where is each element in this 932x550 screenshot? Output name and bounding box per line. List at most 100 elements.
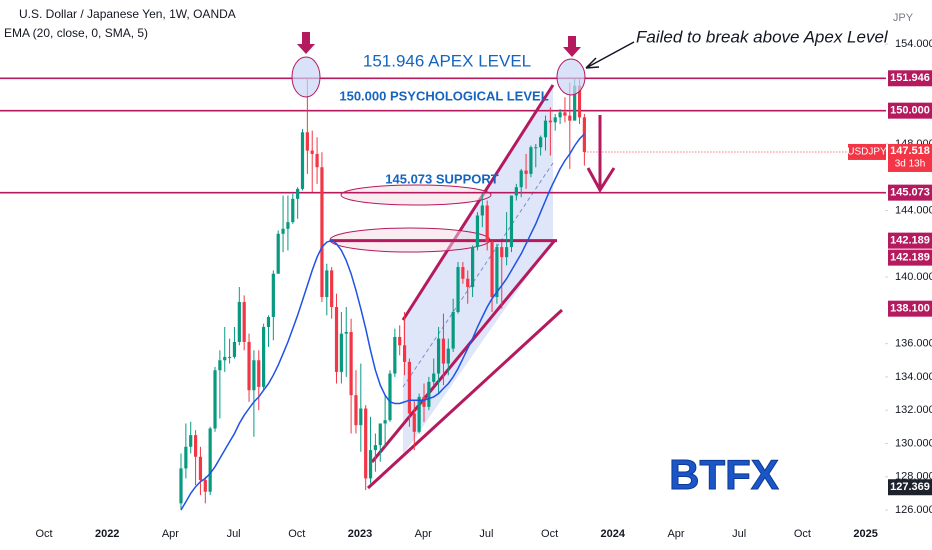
candle-body xyxy=(291,198,295,223)
candle-body xyxy=(266,316,271,327)
candle-body xyxy=(242,302,246,342)
annotation: 145.073 SUPPORT xyxy=(385,171,499,186)
candle-body xyxy=(432,373,436,382)
candle-body xyxy=(296,188,300,199)
candle-body xyxy=(271,273,275,317)
y-tick-label: 134.000 xyxy=(895,371,932,383)
logo: BTFX xyxy=(669,451,779,498)
candle-body xyxy=(247,341,251,391)
candle-body xyxy=(228,356,232,358)
title: U.S. Dollar / Japanese Yen, 1W, OANDA xyxy=(19,7,236,21)
pointer-arrow xyxy=(585,41,635,69)
candle-body xyxy=(524,170,528,174)
candle-body xyxy=(553,117,557,123)
candle-body xyxy=(223,356,227,361)
y-tick-label: 144.000 xyxy=(895,204,932,216)
candle-body xyxy=(179,468,183,504)
symbol-box xyxy=(848,143,886,160)
candle-body xyxy=(451,312,455,349)
candle-body xyxy=(573,85,577,121)
x-tick-label: Jul xyxy=(732,528,746,540)
candle-body xyxy=(276,233,280,274)
candle-body xyxy=(407,361,412,414)
candle-body xyxy=(529,147,533,174)
level-label: 138.100 xyxy=(890,303,930,315)
candle-body xyxy=(441,338,446,364)
level-label-box xyxy=(888,479,932,496)
candle-body xyxy=(198,456,203,481)
candle-body xyxy=(505,247,509,258)
candle-body xyxy=(203,480,207,492)
channel-fill xyxy=(403,85,553,455)
ellipse xyxy=(556,58,586,96)
candle-body xyxy=(490,242,494,298)
candle-body xyxy=(475,215,480,248)
candle-body xyxy=(378,423,382,446)
candle-body xyxy=(237,302,241,342)
x-tick-label: Oct xyxy=(288,528,305,540)
candle-body xyxy=(471,247,475,288)
candle-body xyxy=(480,205,484,216)
candle-body xyxy=(398,336,402,346)
candle-body xyxy=(305,132,309,151)
candle-body xyxy=(213,370,217,429)
candle-body xyxy=(300,132,305,189)
y-tick-label: 136.000 xyxy=(895,338,932,350)
ellipse xyxy=(340,184,492,206)
candle-body xyxy=(218,360,222,371)
annotation: 150.000 PSYCHOLOGICAL LEVEL xyxy=(339,88,548,103)
candle-body xyxy=(534,147,538,149)
candle-body xyxy=(330,270,334,308)
x-tick-label: 2023 xyxy=(348,528,372,540)
candle-body xyxy=(485,205,489,243)
level-label: 150.000 xyxy=(890,105,930,117)
candle-body xyxy=(325,270,329,298)
candle-body xyxy=(461,267,465,279)
y-tick-label: 130.000 xyxy=(895,437,932,449)
candle-body xyxy=(368,450,373,479)
candle-body xyxy=(436,338,441,374)
candle-body xyxy=(422,396,426,407)
candle-body xyxy=(539,137,543,148)
x-tick-label: 2024 xyxy=(601,528,626,540)
candle-body xyxy=(262,326,266,387)
candle-body xyxy=(568,115,572,121)
annotation: Failed to break above Apex Level xyxy=(636,27,889,46)
candle-body xyxy=(500,247,504,258)
ellipse xyxy=(291,56,321,98)
symbol-label: USDJPY xyxy=(847,147,887,158)
y-tick-label: 126.000 xyxy=(895,504,932,516)
level-label-box xyxy=(888,70,932,87)
candle-body xyxy=(563,112,567,116)
level-label: 151.946 xyxy=(890,72,930,84)
x-tick-label: Oct xyxy=(541,528,558,540)
candle-body xyxy=(514,187,518,196)
last-price-box xyxy=(888,143,932,172)
candle-body xyxy=(334,307,339,372)
x-tick-label: Oct xyxy=(794,528,811,540)
x-tick-label: Apr xyxy=(667,528,684,540)
candle-body xyxy=(446,348,450,364)
candle-body xyxy=(257,360,261,387)
candle-body xyxy=(193,435,198,457)
annotation: 151.946 APEX LEVEL xyxy=(363,51,531,70)
channel-bottom xyxy=(370,239,557,463)
candle-body xyxy=(417,396,421,432)
candle-body xyxy=(232,341,237,357)
channel-top xyxy=(401,84,555,321)
candle-body xyxy=(466,278,470,288)
level-label: 142.189 xyxy=(890,252,930,264)
candle-body xyxy=(320,167,324,298)
level-label-box xyxy=(888,300,932,317)
candle-body xyxy=(402,345,407,362)
candle-body xyxy=(519,170,523,188)
y-tick-label: 154.000 xyxy=(895,38,932,50)
last-price-label: 147.518 xyxy=(890,145,930,157)
indicator-label: EMA (20, close, 0, SMA, 5) xyxy=(4,26,148,40)
x-tick-label: Apr xyxy=(415,528,432,540)
candle-body xyxy=(509,195,514,248)
candle-body xyxy=(427,381,431,407)
candle-body xyxy=(252,360,256,391)
candle-body xyxy=(456,267,460,312)
candle-body xyxy=(354,395,358,426)
